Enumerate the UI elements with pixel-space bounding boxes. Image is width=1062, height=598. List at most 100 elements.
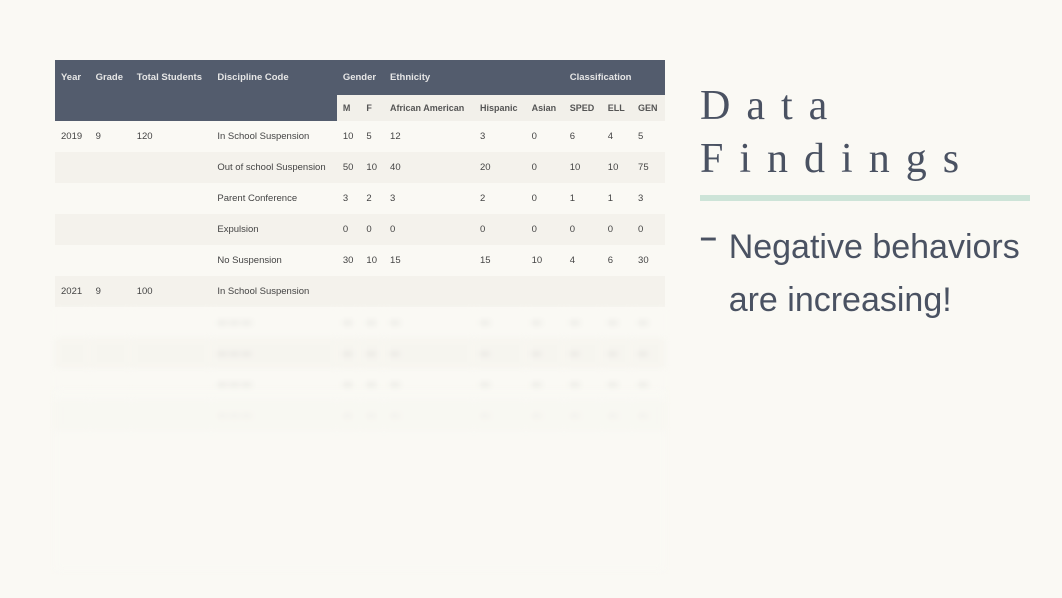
title-wrap: Data Findings bbox=[700, 80, 1042, 185]
cell: — bbox=[632, 400, 665, 431]
cell: 2019 bbox=[55, 121, 90, 152]
cell: — bbox=[602, 307, 632, 338]
cell bbox=[90, 152, 131, 183]
col-grade: Grade bbox=[90, 60, 131, 95]
cell: — bbox=[526, 400, 564, 431]
cell bbox=[55, 369, 90, 400]
data-table: Year Grade Total Students Discipline Cod… bbox=[55, 60, 665, 431]
cell: 3 bbox=[337, 183, 361, 214]
cell: 20 bbox=[474, 152, 526, 183]
cell bbox=[90, 369, 131, 400]
sub-asian: Asian bbox=[526, 95, 564, 121]
cell: — bbox=[384, 307, 474, 338]
cell: — — — bbox=[211, 369, 336, 400]
cell: 3 bbox=[384, 183, 474, 214]
table-row: Expulsion00000000 bbox=[55, 214, 665, 245]
spacer bbox=[211, 95, 336, 121]
cell: 0 bbox=[526, 183, 564, 214]
cell bbox=[131, 307, 212, 338]
cell bbox=[90, 307, 131, 338]
cell bbox=[90, 183, 131, 214]
cell: — bbox=[384, 338, 474, 369]
cell bbox=[474, 276, 526, 307]
cell: — bbox=[474, 338, 526, 369]
col-year: Year bbox=[55, 60, 90, 95]
cell: — bbox=[602, 369, 632, 400]
cell: 10 bbox=[360, 152, 384, 183]
cell: — bbox=[384, 369, 474, 400]
cell: 5 bbox=[360, 121, 384, 152]
page-title-line1: Data bbox=[700, 80, 1042, 133]
cell: 10 bbox=[526, 245, 564, 276]
table-row: Parent Conference32320113 bbox=[55, 183, 665, 214]
cell: — bbox=[337, 338, 361, 369]
sub-aa: African American bbox=[384, 95, 474, 121]
col-gender: Gender bbox=[337, 60, 384, 95]
cell bbox=[131, 152, 212, 183]
cell: 4 bbox=[564, 245, 602, 276]
table-row: — — ————————— bbox=[55, 338, 665, 369]
sub-hisp: Hispanic bbox=[474, 95, 526, 121]
cell bbox=[55, 183, 90, 214]
cell: — bbox=[474, 400, 526, 431]
cell bbox=[360, 276, 384, 307]
cell: 75 bbox=[632, 152, 665, 183]
cell: 0 bbox=[337, 214, 361, 245]
table-wrapper: Year Grade Total Students Discipline Cod… bbox=[55, 60, 665, 538]
bullet-dash-icon: – bbox=[700, 221, 717, 254]
cell: 9 bbox=[90, 121, 131, 152]
cell bbox=[131, 369, 212, 400]
spacer bbox=[131, 95, 212, 121]
cell: In School Suspension bbox=[211, 121, 336, 152]
cell: — bbox=[632, 307, 665, 338]
cell: 1 bbox=[602, 183, 632, 214]
cell: 0 bbox=[602, 214, 632, 245]
cell bbox=[55, 214, 90, 245]
cell: 30 bbox=[632, 245, 665, 276]
cell: 0 bbox=[526, 152, 564, 183]
cell: 3 bbox=[632, 183, 665, 214]
cell: 0 bbox=[526, 214, 564, 245]
cell: Parent Conference bbox=[211, 183, 336, 214]
cell bbox=[602, 276, 632, 307]
cell: — — — bbox=[211, 307, 336, 338]
cell: 6 bbox=[602, 245, 632, 276]
cell: 10 bbox=[337, 121, 361, 152]
cell bbox=[55, 307, 90, 338]
table-row: — — ————————— bbox=[55, 369, 665, 400]
cell: — — — bbox=[211, 338, 336, 369]
cell: — bbox=[564, 338, 602, 369]
spacer bbox=[90, 95, 131, 121]
cell: 4 bbox=[602, 121, 632, 152]
col-total: Total Students bbox=[131, 60, 212, 95]
cell: — bbox=[564, 400, 602, 431]
cell: — bbox=[632, 369, 665, 400]
right-panel: Data Findings – Negative behaviors are i… bbox=[665, 60, 1062, 538]
cell: — bbox=[602, 400, 632, 431]
col-discipline: Discipline Code bbox=[211, 60, 336, 95]
cell: 0 bbox=[360, 214, 384, 245]
cell: — bbox=[337, 307, 361, 338]
cell bbox=[90, 245, 131, 276]
cell bbox=[564, 276, 602, 307]
cell: 10 bbox=[360, 245, 384, 276]
title-underline bbox=[700, 195, 1030, 201]
cell: 15 bbox=[474, 245, 526, 276]
cell: 0 bbox=[632, 214, 665, 245]
cell bbox=[337, 276, 361, 307]
cell bbox=[90, 338, 131, 369]
cell: — bbox=[632, 338, 665, 369]
cell: 120 bbox=[131, 121, 212, 152]
cell bbox=[90, 214, 131, 245]
cell: — bbox=[360, 338, 384, 369]
cell bbox=[384, 276, 474, 307]
cell: — bbox=[526, 338, 564, 369]
cell: 2 bbox=[474, 183, 526, 214]
cell: 12 bbox=[384, 121, 474, 152]
cell: 100 bbox=[131, 276, 212, 307]
sub-m: M bbox=[337, 95, 361, 121]
cell: 15 bbox=[384, 245, 474, 276]
cell: 0 bbox=[564, 214, 602, 245]
cell bbox=[131, 245, 212, 276]
cell: 10 bbox=[602, 152, 632, 183]
